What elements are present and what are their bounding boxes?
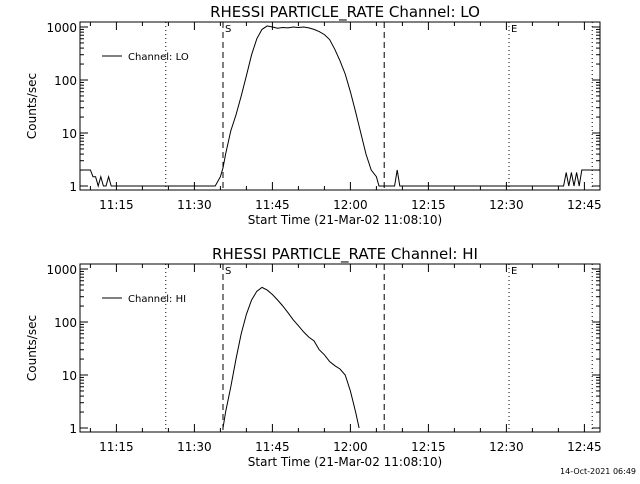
panel1-time-marker-label: E	[511, 24, 517, 35]
panel1-x-tick-label: 12:30	[489, 198, 524, 212]
panel1-series-line	[80, 25, 600, 188]
panel2-y-tick-label: 1	[69, 422, 77, 436]
panel1-x-tick-label: 12:00	[333, 198, 368, 212]
panel2-x-tick-label: 12:15	[411, 440, 446, 454]
panel2-y-axis-label: Counts/sec	[25, 315, 39, 381]
panel2-x-tick-label: 11:45	[255, 440, 290, 454]
panel2-series-line	[222, 286, 360, 429]
panel1-x-tick-label: 12:45	[567, 198, 602, 212]
panel2-y-tick-label: 100	[54, 316, 77, 330]
panel1-plot-frame	[79, 21, 601, 191]
panel2-x-axis-label: Start Time (21-Mar-02 11:08:10)	[248, 455, 442, 469]
panel1-time-marker-label: S	[225, 24, 231, 35]
panel1-y-tick-label: 100	[54, 74, 77, 88]
panel2-plot-frame	[79, 263, 601, 433]
panel1-y-tick-label: 1000	[46, 21, 77, 35]
panel1-chart-title: RHESSI PARTICLE_RATE Channel: LO	[210, 3, 480, 22]
panel1-x-tick-label: 12:15	[411, 198, 446, 212]
panel2-time-marker-label: E	[511, 266, 517, 277]
panel1-x-axis-label: Start Time (21-Mar-02 11:08:10)	[248, 213, 442, 227]
panel1-y-tick-label: 10	[62, 127, 77, 141]
panel1-legend-label: Channel: LO	[128, 52, 189, 63]
panel2-time-marker-label: S	[225, 266, 231, 277]
panel2-legend-label: Channel: HI	[128, 294, 186, 305]
panel1-x-tick-label: 11:30	[177, 198, 212, 212]
panel2-x-tick-label: 12:45	[567, 440, 602, 454]
panel1-y-axis-label: Counts/sec	[25, 73, 39, 139]
panel2-x-tick-label: 12:30	[489, 440, 524, 454]
panel2-chart-title: RHESSI PARTICLE_RATE Channel: HI	[212, 245, 478, 264]
panel2-x-tick-label: 11:30	[177, 440, 212, 454]
panel2-y-tick-label: 1000	[46, 263, 77, 277]
panel2-x-tick-label: 11:15	[99, 440, 134, 454]
panel1-x-tick-label: 11:15	[99, 198, 134, 212]
panel2-y-tick-label: 10	[62, 369, 77, 383]
footer-timestamp: 14-Oct-2021 06:49	[560, 467, 636, 476]
panel1-y-tick-label: 1	[69, 180, 77, 194]
panel1-x-tick-label: 11:45	[255, 198, 290, 212]
panel2-x-tick-label: 12:00	[333, 440, 368, 454]
